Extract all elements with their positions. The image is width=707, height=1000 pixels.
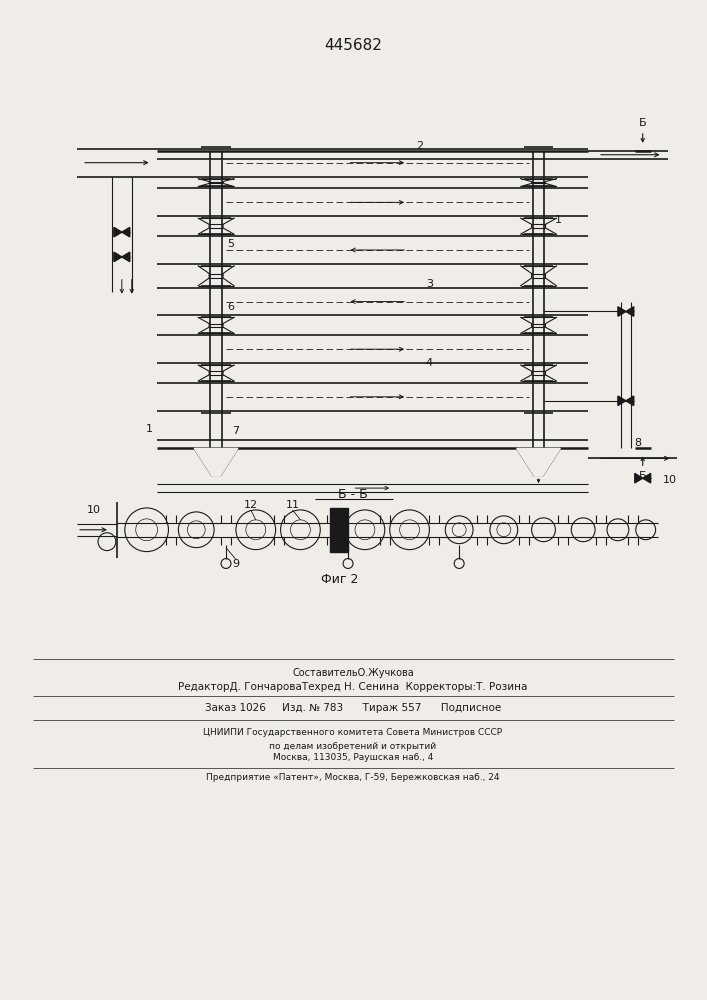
Text: 4: 4 bbox=[426, 358, 433, 368]
Text: Фиг 2: Фиг 2 bbox=[322, 573, 358, 586]
Text: 10: 10 bbox=[662, 475, 677, 485]
Polygon shape bbox=[618, 307, 626, 316]
Polygon shape bbox=[114, 252, 122, 262]
Bar bbox=[330, 508, 348, 552]
Text: 8: 8 bbox=[634, 438, 641, 448]
Polygon shape bbox=[114, 227, 122, 237]
Text: 10: 10 bbox=[87, 505, 101, 515]
Polygon shape bbox=[643, 473, 650, 483]
Polygon shape bbox=[618, 396, 626, 406]
Text: Москва, 113035, Раушская наб., 4: Москва, 113035, Раушская наб., 4 bbox=[273, 753, 433, 762]
Text: ЦНИИПИ Государственного комитета Совета Министров СССР: ЦНИИПИ Государственного комитета Совета … bbox=[204, 728, 503, 737]
Text: Предприятие «Патент», Москва, Г-59, Бережковская наб., 24: Предприятие «Патент», Москва, Г-59, Бере… bbox=[206, 773, 500, 782]
Text: 12: 12 bbox=[244, 500, 258, 510]
Text: 1: 1 bbox=[555, 215, 562, 225]
Text: Б: Б bbox=[639, 118, 646, 128]
Text: Заказ 1026     Изд. № 783      Тираж 557      Подписное: Заказ 1026 Изд. № 783 Тираж 557 Подписно… bbox=[205, 703, 501, 713]
Text: СоставительО.Жучкова: СоставительО.Жучкова bbox=[292, 668, 414, 678]
Text: 9: 9 bbox=[233, 559, 240, 569]
Polygon shape bbox=[626, 307, 633, 316]
Text: 3: 3 bbox=[426, 279, 433, 289]
Text: по делам изобретений и открытий: по делам изобретений и открытий bbox=[269, 742, 436, 751]
Text: 1: 1 bbox=[146, 424, 153, 434]
Polygon shape bbox=[626, 396, 633, 406]
Polygon shape bbox=[517, 448, 561, 476]
Polygon shape bbox=[122, 252, 130, 262]
Text: Б: Б bbox=[639, 471, 646, 481]
Text: 5: 5 bbox=[228, 239, 235, 249]
Text: 6: 6 bbox=[228, 302, 235, 312]
Text: РедакторД. ГончароваТехред Н. Сенина  Корректоры:Т. Розина: РедакторД. ГончароваТехред Н. Сенина Кор… bbox=[178, 682, 527, 692]
Polygon shape bbox=[635, 473, 643, 483]
Text: Б - Б: Б - Б bbox=[338, 488, 368, 501]
Text: 11: 11 bbox=[286, 500, 300, 510]
Text: 7: 7 bbox=[233, 426, 240, 436]
Text: 2: 2 bbox=[416, 141, 423, 151]
Polygon shape bbox=[122, 227, 130, 237]
Text: 445682: 445682 bbox=[324, 38, 382, 53]
Polygon shape bbox=[194, 448, 238, 476]
